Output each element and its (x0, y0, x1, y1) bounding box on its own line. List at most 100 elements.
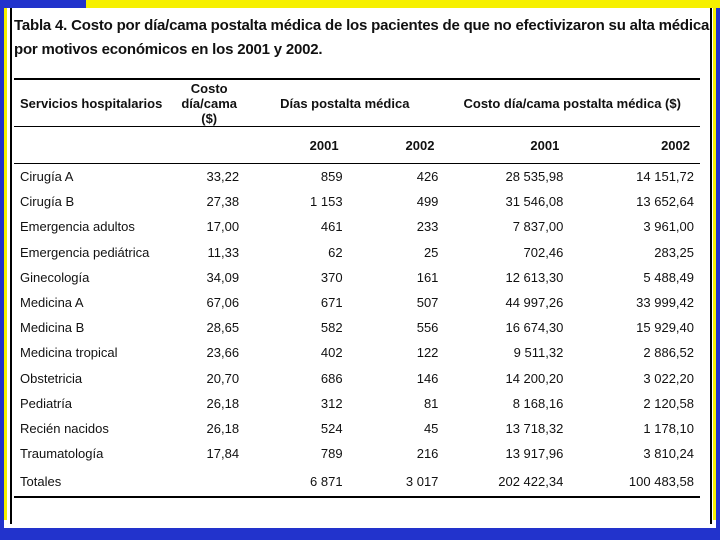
cell-days-2002: 426 (416, 169, 439, 185)
header-cost-per-day: Costo día/cama ($) (181, 80, 238, 126)
cell-cost-2001: 13 718,32 (505, 420, 564, 436)
cell-cost: 34,09 (206, 269, 240, 285)
table-row: Medicina tropical 23,66 402 122 9 511,32… (14, 340, 700, 365)
cell-cost-2002: 33 999,42 (636, 295, 694, 311)
table-row: Cirugía B 27,38 1 153 499 31 546,08 13 6… (14, 189, 700, 214)
header-year-2002-days: 2002 (405, 137, 435, 153)
cell-days-2001: 370 (320, 269, 343, 285)
cell-service: Pediatría (20, 395, 73, 411)
cell-cost-2002: 5 488,49 (643, 269, 694, 285)
cell-cost-2002: 15 929,40 (636, 320, 694, 336)
cell-cost: 26,18 (206, 420, 240, 436)
cell-cost: 17,84 (206, 446, 240, 462)
cell-service: Medicina B (20, 320, 85, 336)
header-year-2001-cost: 2001 (530, 137, 560, 153)
cell-cost-2001: 31 546,08 (505, 194, 564, 210)
cell-days-2001: 402 (320, 345, 343, 361)
cell-cost: 17,00 (206, 219, 240, 235)
cell-cost: 26,18 (206, 395, 240, 411)
left-color-strip (4, 8, 7, 520)
cell-cost: 20,70 (206, 370, 240, 386)
top-color-strip (0, 0, 720, 8)
table-title: Tabla 4. Costo por día/cama postalta méd… (14, 17, 710, 58)
cell-days-2002: 146 (416, 370, 439, 386)
totals-empty (173, 466, 245, 497)
cell-service: Traumatología (20, 446, 104, 462)
cost-table: Servicios hospitalarios Costo día/cama (… (14, 78, 700, 498)
cell-days-2002: 45 (423, 420, 439, 436)
cell-days-2001: 461 (320, 219, 343, 235)
table-row: Medicina A 67,06 671 507 44 997,26 33 99… (14, 290, 700, 315)
cell-service: Obstetricia (20, 370, 83, 386)
top-blue-segment (0, 0, 86, 8)
cell-cost-2002: 2 886,52 (643, 345, 694, 361)
cell-cost-2001: 7 837,00 (512, 219, 564, 235)
header-year-2002-cost: 2002 (661, 137, 690, 153)
cell-days-2001: 686 (320, 370, 343, 386)
cell-service: Ginecología (20, 269, 90, 285)
cell-days-2002: 507 (416, 295, 439, 311)
cell-cost-2001: 9 511,32 (513, 345, 564, 361)
cell-cost-2001: 13 917,96 (505, 446, 564, 462)
table-row: Emergencia pediátrica 11,33 62 25 702,46… (14, 240, 700, 265)
table-row: Ginecología 34,09 370 161 12 613,30 5 48… (14, 265, 700, 290)
table-row: Cirugía A 33,22 859 426 28 535,98 14 151… (14, 163, 700, 190)
cell-days-2002: 233 (416, 219, 439, 235)
header-year-2001-days: 2001 (309, 137, 339, 153)
cell-days-2001: 671 (320, 295, 343, 311)
table-row: Recién nacidos 26,18 524 45 13 718,32 1 … (14, 416, 700, 441)
table-row: Pediatría 26,18 312 81 8 168,16 2 120,58 (14, 391, 700, 416)
totals-cost-2001: 202 422,34 (498, 473, 564, 489)
cell-cost: 33,22 (206, 169, 240, 185)
cell-cost-2001: 16 674,30 (505, 320, 564, 336)
cell-cost: 23,66 (206, 345, 240, 361)
cell-cost-2002: 1 178,10 (643, 420, 694, 436)
totals-days-2002: 3 017 (405, 473, 439, 489)
totals-cost-2002: 100 483,58 (628, 473, 694, 489)
cell-service: Emergencia adultos (20, 219, 135, 235)
cell-cost-2001: 14 200,20 (505, 370, 564, 386)
table-row: Medicina B 28,65 582 556 16 674,30 15 92… (14, 315, 700, 340)
cell-service: Cirugía B (20, 194, 75, 210)
totals-row: Totales 6 871 3 017 202 422,34 100 483,5… (14, 466, 700, 498)
cell-cost-2002: 14 151,72 (636, 169, 694, 185)
cell-service: Cirugía A (20, 169, 74, 185)
cell-cost-2002: 3 022,20 (643, 370, 694, 386)
totals-label: Totales (20, 473, 62, 489)
cell-cost-2001: 28 535,98 (505, 169, 564, 185)
cell-days-2001: 62 (328, 244, 343, 260)
cell-cost-2001: 44 997,26 (505, 295, 564, 311)
cell-cost: 67,06 (206, 295, 240, 311)
cell-cost-2002: 13 652,64 (636, 194, 694, 210)
right-color-strip (713, 8, 716, 520)
cell-cost-2001: 702,46 (523, 244, 564, 260)
header-days-post-discharge: Días postalta médica (280, 95, 410, 111)
cell-cost-2002: 283,25 (654, 244, 694, 260)
cell-days-2002: 556 (416, 320, 439, 336)
cell-days-2001: 524 (320, 420, 343, 436)
table-row: Obstetricia 20,70 686 146 14 200,20 3 02… (14, 366, 700, 391)
table-panel (10, 8, 712, 524)
cell-cost-2002: 2 120,58 (643, 395, 694, 411)
cell-cost: 28,65 (206, 320, 240, 336)
cell-cost: 11,33 (207, 244, 240, 260)
cell-days-2001: 582 (320, 320, 343, 336)
cell-cost-2001: 8 168,16 (512, 395, 564, 411)
cell-service: Medicina A (20, 295, 84, 311)
cell-service: Emergencia pediátrica (20, 244, 150, 260)
table-row: Emergencia adultos 17,00 461 233 7 837,0… (14, 214, 700, 239)
header-empty (173, 127, 245, 164)
cell-days-2001: 1 153 (310, 194, 343, 210)
cell-days-2002: 216 (416, 446, 439, 462)
cell-days-2002: 81 (423, 395, 439, 411)
cell-days-2001: 859 (320, 169, 343, 185)
cell-days-2002: 25 (423, 244, 439, 260)
header-services: Servicios hospitalarios (20, 95, 163, 111)
cell-cost-2002: 3 961,00 (643, 219, 694, 235)
cell-cost: 27,38 (206, 194, 240, 210)
cell-days-2001: 312 (320, 395, 343, 411)
cell-cost-2002: 3 810,24 (643, 446, 694, 462)
totals-days-2001: 6 871 (310, 473, 343, 489)
cell-cost-2001: 12 613,30 (505, 269, 564, 285)
